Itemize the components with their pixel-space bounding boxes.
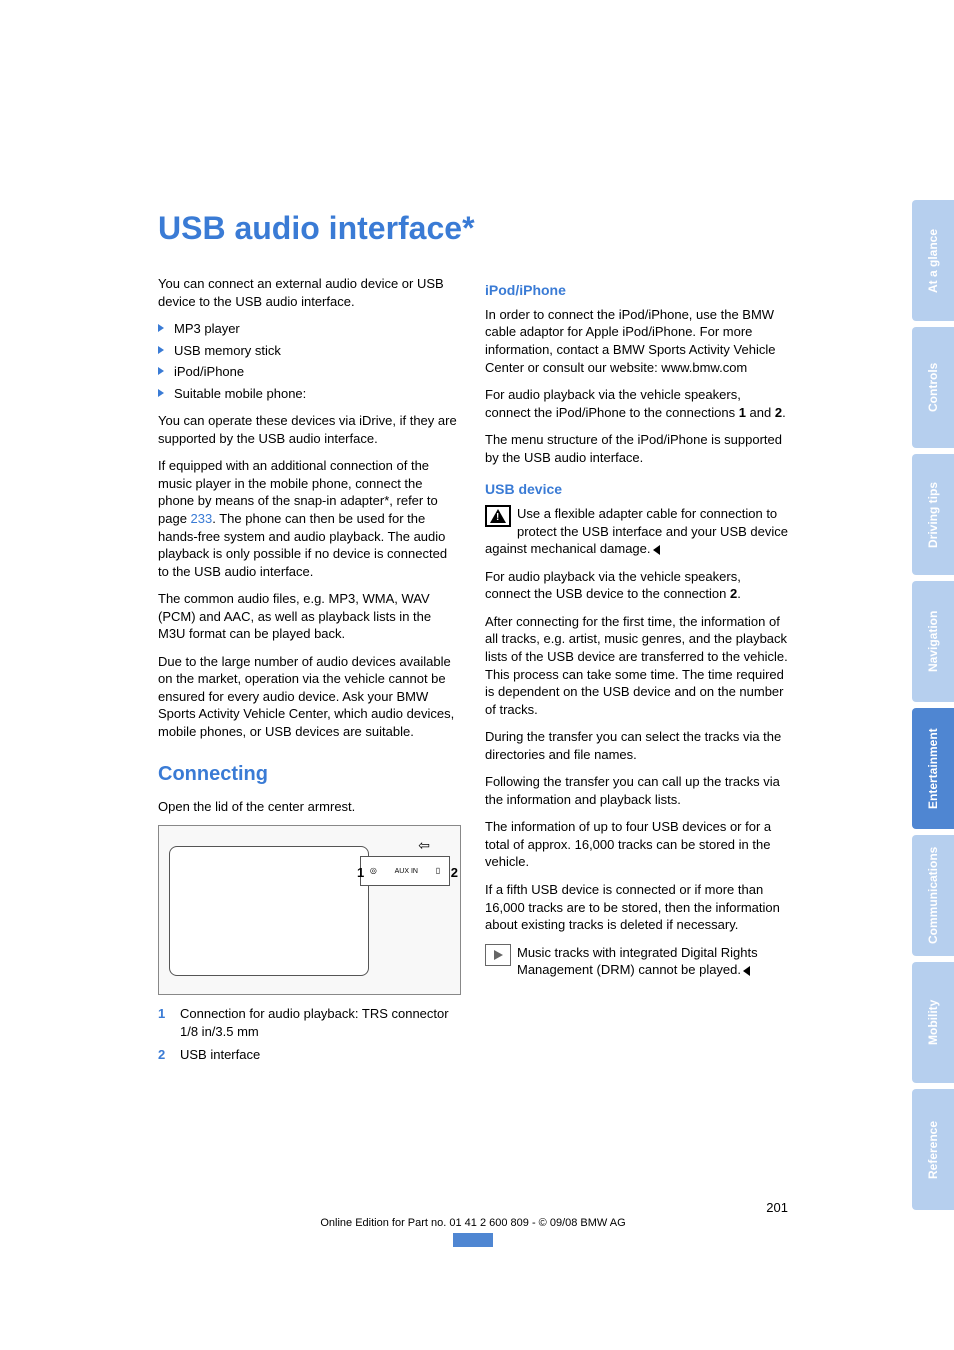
item-text: USB interface xyxy=(180,1046,260,1064)
list-item: MP3 player xyxy=(158,320,461,338)
paragraph: Following the transfer you can call up t… xyxy=(485,773,788,808)
arrow-icon: ⇦ xyxy=(418,836,430,855)
triangle-icon xyxy=(158,324,164,332)
triangle-icon xyxy=(158,367,164,375)
paragraph: If equipped with an additional connectio… xyxy=(158,457,461,580)
left-column: You can connect an external audio device… xyxy=(158,275,461,1070)
aux-label: AUX IN xyxy=(395,868,418,875)
end-mark-icon xyxy=(743,966,750,976)
list-item: 1Connection for audio playback: TRS conn… xyxy=(158,1005,461,1040)
paragraph: Open the lid of the center armrest. xyxy=(158,798,461,816)
side-tabs: At a glance Controls Driving tips Naviga… xyxy=(912,200,954,1210)
sub-heading: USB device xyxy=(485,480,788,499)
triangle-icon xyxy=(158,389,164,397)
paragraph: If a fifth USB device is connected or if… xyxy=(485,881,788,934)
armrest-figure: ⇦ ◎ AUX IN ▯ 1 2 xyxy=(158,825,461,995)
bullet-text: USB memory stick xyxy=(174,342,281,360)
tab-controls[interactable]: Controls xyxy=(912,327,954,448)
paragraph: You can operate these devices via iDrive… xyxy=(158,412,461,447)
paragraph: The common audio files, e.g. MP3, WMA, W… xyxy=(158,590,461,643)
list-item: USB memory stick xyxy=(158,342,461,360)
item-number: 2 xyxy=(158,1046,180,1064)
page: USB audio interface* You can connect an … xyxy=(0,0,954,1350)
list-item: 2USB interface xyxy=(158,1046,461,1064)
text: and xyxy=(746,405,775,420)
section-heading: Connecting xyxy=(158,761,461,788)
page-title: USB audio interface* xyxy=(158,210,788,247)
tab-at-a-glance[interactable]: At a glance xyxy=(912,200,954,321)
text: . xyxy=(737,586,741,601)
bullet-list: MP3 player USB memory stick iPod/iPhone … xyxy=(158,320,461,402)
tab-mobility[interactable]: Mobility xyxy=(912,962,954,1083)
intro-text: You can connect an external audio device… xyxy=(158,275,461,310)
bullet-text: MP3 player xyxy=(174,320,240,338)
active-section-marker xyxy=(453,1233,493,1247)
tab-entertainment[interactable]: Entertainment xyxy=(912,708,954,829)
footer: 201 Online Edition for Part no. 01 41 2 … xyxy=(158,1200,788,1229)
warning-text: Use a flexible adapter cable for connect… xyxy=(485,506,788,556)
page-number: 201 xyxy=(158,1200,788,1215)
sub-heading: iPod/iPhone xyxy=(485,281,788,300)
note-text: Music tracks with integrated Digital Rig… xyxy=(517,945,758,978)
text: For audio playback via the vehicle speak… xyxy=(485,387,741,420)
armrest-shape xyxy=(169,846,369,976)
item-number: 1 xyxy=(158,1005,180,1040)
paragraph: During the transfer you can select the t… xyxy=(485,728,788,763)
note-paragraph: Music tracks with integrated Digital Rig… xyxy=(485,944,788,979)
tab-communications[interactable]: Communications xyxy=(912,835,954,956)
figure-label-1: 1 xyxy=(357,864,364,882)
note-icon xyxy=(485,944,511,966)
text: . xyxy=(782,405,786,420)
paragraph: The information of up to four USB device… xyxy=(485,818,788,871)
paragraph: After connecting for the first time, the… xyxy=(485,613,788,718)
end-mark-icon xyxy=(653,545,660,555)
warning-paragraph: Use a flexible adapter cable for connect… xyxy=(485,505,788,558)
bullet-text: iPod/iPhone xyxy=(174,363,244,381)
title-star: * xyxy=(462,210,474,246)
warning-icon xyxy=(485,505,511,527)
content-area: USB audio interface* You can connect an … xyxy=(158,210,788,1070)
paragraph: For audio playback via the vehicle speak… xyxy=(485,568,788,603)
tab-navigation[interactable]: Navigation xyxy=(912,581,954,702)
usb-port-icon: ▯ xyxy=(436,866,440,877)
tab-driving-tips[interactable]: Driving tips xyxy=(912,454,954,575)
connector-panel: ◎ AUX IN ▯ xyxy=(360,856,450,886)
figure-label-2: 2 xyxy=(451,864,458,882)
aux-jack-icon: ◎ xyxy=(370,866,377,877)
triangle-icon xyxy=(158,346,164,354)
footer-line: Online Edition for Part no. 01 41 2 600 … xyxy=(158,1217,788,1229)
list-item: iPod/iPhone xyxy=(158,363,461,381)
right-column: iPod/iPhone In order to connect the iPod… xyxy=(485,275,788,1070)
bold-ref: 2 xyxy=(775,405,782,420)
paragraph: For audio playback via the vehicle speak… xyxy=(485,386,788,421)
bullet-text: Suitable mobile phone: xyxy=(174,385,306,403)
columns: You can connect an external audio device… xyxy=(158,275,788,1070)
paragraph: Due to the large number of audio devices… xyxy=(158,653,461,741)
text: For audio playback via the vehicle speak… xyxy=(485,569,741,602)
bold-ref: 1 xyxy=(739,405,746,420)
paragraph: The menu structure of the iPod/iPhone is… xyxy=(485,431,788,466)
title-text: USB audio interface xyxy=(158,210,462,246)
item-text: Connection for audio playback: TRS conne… xyxy=(180,1005,461,1040)
tab-reference[interactable]: Reference xyxy=(912,1089,954,1210)
paragraph: In order to connect the iPod/iPhone, use… xyxy=(485,306,788,376)
list-item: Suitable mobile phone: xyxy=(158,385,461,403)
page-ref-link[interactable]: 233 xyxy=(191,511,213,526)
numbered-list: 1Connection for audio playback: TRS conn… xyxy=(158,1005,461,1064)
